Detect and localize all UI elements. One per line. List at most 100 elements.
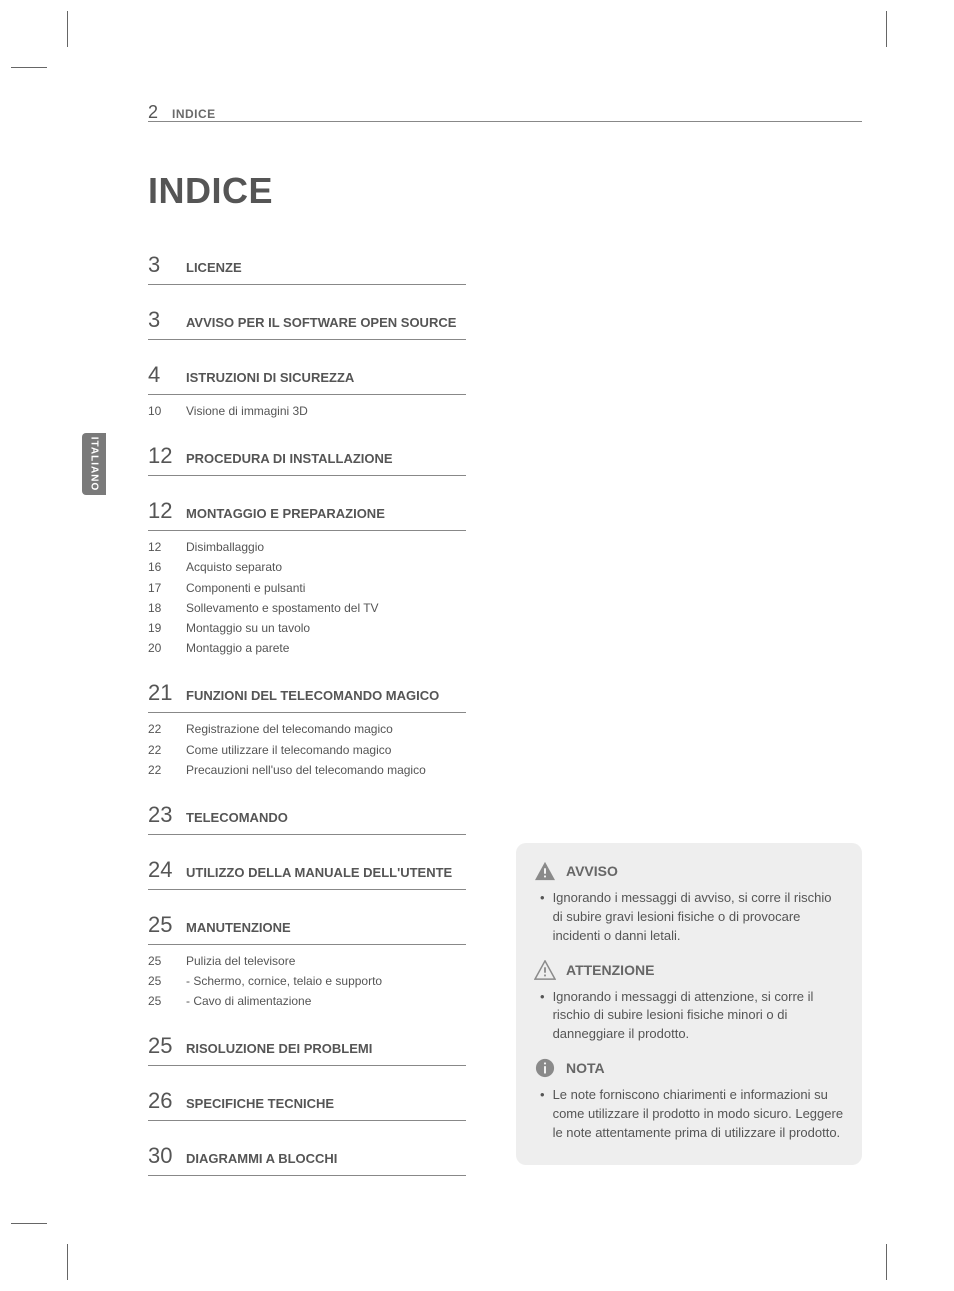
- toc-sub-title: - Schermo, cornice, telaio e supporto: [186, 973, 382, 989]
- toc-section: 26SPECIFICHE TECNICHE: [148, 1084, 466, 1121]
- toc-sub-title: Montaggio su un tavolo: [186, 620, 310, 636]
- toc-section-title: UTILIZZO DELLA MANUALE DELL'UTENTE: [186, 864, 452, 882]
- toc-section-title: FUNZIONI DEL TELECOMANDO MAGICO: [186, 687, 439, 705]
- toc-sub-item: 25- Schermo, cornice, telaio e supporto: [148, 971, 466, 991]
- toc-section-title: DIAGRAMMI A BLOCCHI: [186, 1150, 337, 1168]
- toc-sub-page: 22: [148, 763, 186, 777]
- page-header: 2 INDICE: [148, 102, 216, 123]
- toc-sub-page: 20: [148, 641, 186, 655]
- warning-body: • Ignorando i messaggi di avviso, si cor…: [534, 889, 844, 946]
- page-title: INDICE: [148, 170, 273, 212]
- caution-title: ATTENZIONE: [566, 962, 654, 978]
- table-of-contents: 3LICENZE3AVVISO PER IL SOFTWARE OPEN SOU…: [148, 248, 466, 1176]
- toc-sub-page: 16: [148, 560, 186, 574]
- toc-sub-title: Precauzioni nell'uso del telecomando mag…: [186, 762, 426, 778]
- crop-mark: [67, 11, 68, 47]
- crop-mark: [67, 1244, 68, 1280]
- toc-sub-page: 17: [148, 581, 186, 595]
- toc-sub-title: Pulizia del televisore: [186, 953, 295, 969]
- toc-section-title: MONTAGGIO E PREPARAZIONE: [186, 505, 385, 523]
- toc-sub-item: 25Pulizia del televisore: [148, 951, 466, 971]
- crop-mark: [886, 1244, 887, 1280]
- toc-sub-page: 22: [148, 743, 186, 757]
- header-rule: [148, 121, 862, 122]
- caution-body: • Ignorando i messaggi di attenzione, si…: [534, 988, 844, 1045]
- toc-section: 30DIAGRAMMI A BLOCCHI: [148, 1139, 466, 1176]
- toc-section: 21FUNZIONI DEL TELECOMANDO MAGICO: [148, 676, 466, 713]
- warning-header: AVVISO: [534, 861, 844, 881]
- language-tab-label: ITALIANO: [89, 437, 100, 491]
- toc-sub-title: - Cavo di alimentazione: [186, 993, 311, 1009]
- crop-mark: [11, 67, 47, 68]
- note-icon: [534, 1058, 556, 1078]
- toc-section-page: 25: [148, 912, 186, 938]
- toc-section-page: 30: [148, 1143, 186, 1169]
- toc-sub-item: 22Precauzioni nell'uso del telecomando m…: [148, 760, 466, 780]
- toc-section-title: MANUTENZIONE: [186, 919, 291, 937]
- toc-sub-title: Come utilizzare il telecomando magico: [186, 742, 391, 758]
- toc-sub-title: Acquisto separato: [186, 559, 282, 575]
- toc-section: 12MONTAGGIO E PREPARAZIONE: [148, 494, 466, 531]
- toc-section-page: 3: [148, 307, 186, 333]
- toc-section: 4ISTRUZIONI DI SICUREZZA: [148, 358, 466, 395]
- toc-section-title: AVVISO PER IL SOFTWARE OPEN SOURCE: [186, 314, 456, 332]
- toc-sub-page: 18: [148, 601, 186, 615]
- toc-section-page: 4: [148, 362, 186, 388]
- toc-sub-item: 19Montaggio su un tavolo: [148, 618, 466, 638]
- toc-sub-page: 22: [148, 722, 186, 736]
- note-title: NOTA: [566, 1060, 605, 1076]
- toc-section: 12PROCEDURA DI INSTALLAZIONE: [148, 439, 466, 476]
- toc-section-title: LICENZE: [186, 259, 242, 277]
- toc-sub-item: 25- Cavo di alimentazione: [148, 991, 466, 1011]
- header-label: INDICE: [172, 107, 216, 121]
- toc-section: 23TELECOMANDO: [148, 798, 466, 835]
- toc-section-page: 21: [148, 680, 186, 706]
- toc-section-page: 23: [148, 802, 186, 828]
- warning-title: AVVISO: [566, 863, 618, 879]
- toc-sub-title: Sollevamento e spostamento del TV: [186, 600, 379, 616]
- toc-section: 3LICENZE: [148, 248, 466, 285]
- toc-sub-item: 12Disimballaggio: [148, 537, 466, 557]
- toc-sub-page: 25: [148, 974, 186, 988]
- toc-section: 25RISOLUZIONE DEI PROBLEMI: [148, 1029, 466, 1066]
- language-tab: ITALIANO: [82, 433, 106, 495]
- toc-sub-page: 25: [148, 994, 186, 1008]
- bullet: •: [540, 1086, 545, 1143]
- toc-sub-title: Componenti e pulsanti: [186, 580, 305, 596]
- toc-sub-item: 16Acquisto separato: [148, 557, 466, 577]
- caution-text: Ignorando i messaggi di attenzione, si c…: [553, 988, 844, 1045]
- toc-section-title: PROCEDURA DI INSTALLAZIONE: [186, 450, 393, 468]
- toc-sub-item: 22Registrazione del telecomando magico: [148, 719, 466, 739]
- toc-sub-item: 18Sollevamento e spostamento del TV: [148, 598, 466, 618]
- toc-sub-page: 12: [148, 540, 186, 554]
- crop-mark: [886, 11, 887, 47]
- toc-sub-page: 10: [148, 404, 186, 418]
- toc-section-page: 25: [148, 1033, 186, 1059]
- toc-sub-page: 25: [148, 954, 186, 968]
- toc-section-title: SPECIFICHE TECNICHE: [186, 1095, 334, 1113]
- toc-subgroup: 25Pulizia del televisore25- Schermo, cor…: [148, 951, 466, 1012]
- bullet: •: [540, 889, 545, 946]
- toc-section-title: RISOLUZIONE DEI PROBLEMI: [186, 1040, 372, 1058]
- toc-section-page: 12: [148, 443, 186, 469]
- toc-subgroup: 10Visione di immagini 3D: [148, 401, 466, 421]
- toc-sub-item: 10Visione di immagini 3D: [148, 401, 466, 421]
- toc-sub-title: Montaggio a parete: [186, 640, 289, 656]
- toc-sub-title: Disimballaggio: [186, 539, 264, 555]
- toc-section-title: ISTRUZIONI DI SICUREZZA: [186, 369, 354, 387]
- warning-text: Ignorando i messaggi di avviso, si corre…: [553, 889, 844, 946]
- toc-subgroup: 22Registrazione del telecomando magico22…: [148, 719, 466, 780]
- toc-section-title: TELECOMANDO: [186, 809, 288, 827]
- toc-sub-title: Visione di immagini 3D: [186, 403, 308, 419]
- note-header: NOTA: [534, 1058, 844, 1078]
- note-body: • Le note forniscono chiarimenti e infor…: [534, 1086, 844, 1143]
- crop-mark: [11, 1223, 47, 1224]
- toc-sub-item: 17Componenti e pulsanti: [148, 578, 466, 598]
- warning-icon: [534, 861, 556, 881]
- toc-section-page: 3: [148, 252, 186, 278]
- toc-sub-page: 19: [148, 621, 186, 635]
- toc-section: 24UTILIZZO DELLA MANUALE DELL'UTENTE: [148, 853, 466, 890]
- toc-section: 25MANUTENZIONE: [148, 908, 466, 945]
- caution-header: ATTENZIONE: [534, 960, 844, 980]
- toc-section: 3AVVISO PER IL SOFTWARE OPEN SOURCE: [148, 303, 466, 340]
